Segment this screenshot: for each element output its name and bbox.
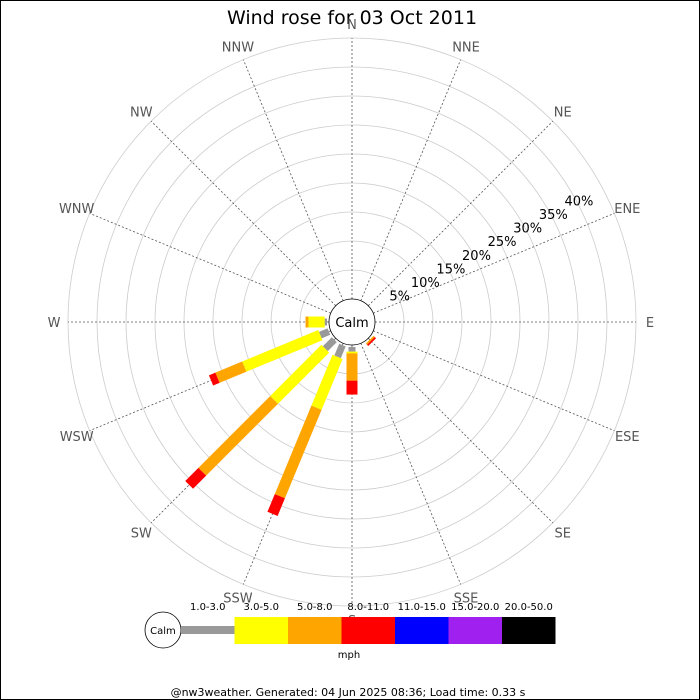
- ring-label: 15%: [436, 262, 465, 277]
- grid-spoke: [89, 212, 331, 314]
- wind-bar-wsw-1.0-3.0: [318, 328, 331, 339]
- wind-bar-wsw-3.0-5.0: [242, 330, 323, 372]
- direction-label: SSE: [454, 591, 479, 606]
- legend-label: 11.0-15.0: [398, 602, 446, 613]
- wind-bars: [185, 316, 377, 516]
- legend-label: 3.0-5.0: [244, 602, 279, 613]
- wind-bar-s-8.0-11.0: [346, 380, 358, 395]
- ring-label: 35%: [539, 208, 568, 223]
- wind-bar-sw-1.0-3.0: [322, 337, 337, 352]
- wind-bar-w-5.0-8.0: [305, 316, 309, 328]
- direction-label: NNE: [452, 41, 480, 56]
- wind-bar-sw-3.0-5.0: [270, 344, 330, 404]
- calm-circle: [328, 298, 376, 346]
- calm-label: Calm: [335, 316, 368, 331]
- grid-ring: [125, 95, 579, 549]
- grid-spoke: [373, 212, 615, 314]
- direction-label: E: [646, 316, 654, 331]
- wind-bar-wsw-8.0-11.0: [208, 372, 220, 386]
- legend-swatch: [395, 617, 449, 644]
- direction-label: SE: [554, 527, 570, 542]
- footer-credit: @nw3weather. Generated: 04 Jun 2025 08:3…: [171, 686, 526, 699]
- ring-label: 30%: [513, 222, 542, 237]
- wind-bar-ssw-5.0-8.0: [274, 405, 322, 499]
- polar-grid: NNNENEENEEESESESSESSSWSWWSWWWNWNWNNW: [48, 18, 655, 629]
- grid-spoke: [373, 330, 615, 432]
- wind-bar-s-5.0-8.0: [346, 353, 358, 381]
- ring-labels: 5%10%15%20%25%30%35%40%: [389, 194, 593, 304]
- wind-bar-ssw-3.0-5.0: [311, 354, 343, 410]
- legend-label: 15.0-20.0: [451, 602, 499, 613]
- direction-label: WNW: [59, 202, 95, 217]
- grid-spoke: [89, 330, 331, 432]
- legend-swatch: [234, 617, 288, 644]
- wind-bar-se-8.0-11.0: [367, 337, 377, 347]
- grid-spoke: [150, 120, 337, 307]
- legend-calm-label: Calm: [150, 626, 176, 637]
- direction-label: WSW: [60, 430, 94, 445]
- direction-label: SSW: [223, 591, 253, 606]
- legend-swatch: [448, 617, 502, 644]
- grid-spoke: [242, 343, 344, 585]
- wind-bar-s-3.0-5.0: [346, 351, 358, 354]
- direction-label: ENE: [614, 202, 640, 217]
- legend-label: 1.0-3.0: [190, 602, 225, 613]
- ring-label: 40%: [564, 194, 593, 209]
- direction-label: NE: [554, 105, 572, 120]
- chart-title: Wind rose for 03 Oct 2011: [227, 7, 477, 29]
- wind-bar-sw-5.0-8.0: [198, 396, 278, 476]
- grid-spoke: [360, 59, 462, 301]
- ring-label: 20%: [462, 249, 491, 264]
- grid-spoke: [150, 337, 337, 524]
- legend-swatch: [288, 617, 342, 644]
- legend-swatch: [341, 617, 395, 644]
- legend-label: 20.0-50.0: [505, 602, 553, 613]
- ring-label: 10%: [411, 276, 440, 291]
- wind-bar-se-5.0-8.0: [365, 335, 375, 345]
- legend-swatch: [502, 617, 556, 644]
- wind-bar-sw-8.0-11.0: [185, 467, 207, 489]
- direction-label: NW: [130, 105, 153, 120]
- ring-label: 25%: [488, 235, 517, 250]
- legend-label: 5.0-8.0: [297, 602, 332, 613]
- legend-swatch: [181, 626, 235, 634]
- grid-spoke: [242, 59, 344, 301]
- speed-legend: Calm mph 1.0-3.0 3.0-5.0 5.0-8.0 8.0-11.0 11…: [144, 602, 556, 661]
- wind-bar-s-1.0-3.0: [348, 347, 356, 352]
- wind-bar-w-3.0-5.0: [308, 316, 325, 328]
- direction-label: N: [347, 18, 357, 33]
- grid-spoke: [367, 337, 554, 524]
- wind-bar-ssw-8.0-11.0: [267, 494, 285, 516]
- legend-unit: mph: [338, 650, 360, 661]
- legend-label: 8.0-11.0: [347, 602, 389, 613]
- ring-label: 5%: [389, 290, 410, 305]
- direction-label: W: [48, 316, 61, 331]
- wind-bar-ssw-1.0-3.0: [334, 343, 346, 359]
- direction-label: SW: [131, 527, 152, 542]
- grid-ring: [241, 211, 463, 433]
- direction-label: ESE: [615, 430, 640, 445]
- direction-label: NNW: [222, 41, 254, 56]
- grid-spoke: [360, 343, 462, 585]
- calm-center: Calm: [328, 298, 376, 346]
- grid-spoke: [367, 120, 554, 307]
- wind-bar-w-1.0-3.0: [324, 318, 327, 326]
- wind-bar-wsw-5.0-8.0: [215, 361, 247, 383]
